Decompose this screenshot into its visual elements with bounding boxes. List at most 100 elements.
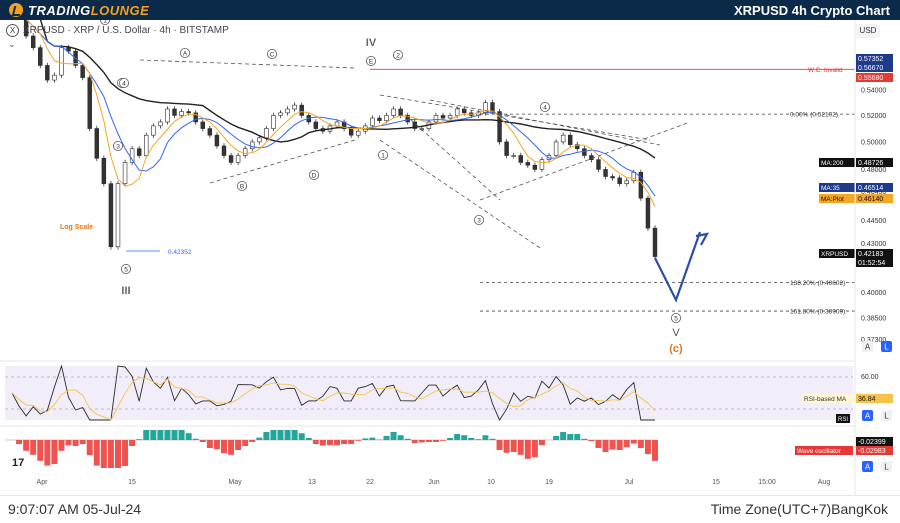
wave-bar [341,440,347,444]
wave-bar [624,440,630,447]
wave-bar [504,440,510,453]
candle-body [286,109,290,113]
candle-body [293,105,297,109]
wave-label: D [312,172,317,179]
wave-bar [16,440,22,444]
low-annotation: 0.42352 [168,249,192,256]
candle-body [38,48,42,66]
symbol-legend[interactable]: X XRPUSD · XRP / U.S. Dollar · 4h · BITS… [6,24,229,37]
candle-body [264,129,268,138]
candle-body [618,178,622,184]
candle-body [356,131,360,135]
wave-label-c: (c) [669,343,683,355]
x-tick-label: Jul [625,479,634,486]
fib-level-label: 161.80% (0.38909) [790,309,845,316]
wave-bar [454,434,460,440]
candle-body [151,126,155,135]
price-label: 0.55680 [858,75,883,82]
candle-body [31,36,35,48]
candle-body [45,65,49,80]
rsi-name: RSI [838,417,848,423]
wave-label: 4 [122,80,126,87]
wave-bar [348,440,354,444]
wave-bar [313,440,319,444]
candle-body [60,48,64,76]
price-label: 0.56670 [858,65,883,72]
candle-body [272,115,276,128]
candle-body [582,149,586,156]
candle-body [370,118,374,126]
wave-bar [143,430,149,440]
status-bar: 9:07:07 AM 05-Jul-24 Time Zone(UTC+7)Ban… [0,495,900,523]
wave-bar [553,436,559,440]
candle-body [561,135,565,142]
wave-bar [108,440,114,468]
candle-body [187,112,191,113]
wave-bar [214,440,220,449]
wave-bar [270,430,276,440]
ma200-tag: MA:200 [821,160,844,167]
rsi-tick-label: 60.00 [861,374,879,381]
wave-bar [299,433,305,440]
candle-body [385,115,389,120]
wave-bar [200,440,206,442]
symbol-tag: XRPUSD [821,251,848,258]
wave-bar [518,440,524,455]
wave-label: C [270,51,275,58]
candle-body [243,149,247,156]
chart-title: XRPUSD 4h Crypto Chart [734,3,890,18]
x-tick-label: 15 [128,479,136,486]
wave-bar [327,440,333,445]
candle-body [257,138,261,142]
wave-bar [532,440,538,457]
candle-body [441,115,445,118]
wave-bar [391,432,397,440]
x-tick-label: 13 [308,479,316,486]
wave-bar [426,440,432,442]
price-label: 0.57352 [858,56,883,63]
chart-canvas[interactable]: 0.540000.520000.500000.480000.464500.445… [0,20,900,495]
x-tick-label: 15:00 [758,479,776,486]
wave-bar [631,440,637,444]
candle-body [180,112,184,116]
wave-label: E [369,58,374,65]
wave-bar [30,440,36,455]
wave-label: 5 [124,266,128,273]
candle-body [568,135,572,144]
wave-bar [588,440,594,441]
ma35-line [12,20,655,196]
candle-body [434,115,438,122]
wave-label: B [240,183,244,190]
wave-bar [235,440,241,450]
countdown-label: 01:52:54 [858,260,885,267]
wave-bar [101,440,107,468]
wave-osc-tag: Wave oscillator [797,448,842,455]
ma200-line [12,20,655,158]
wave-bar [652,440,658,461]
wave-bar [489,439,495,440]
wave-bar [433,440,439,442]
scale-label: Log Scale [60,224,93,231]
candle-body [109,184,113,247]
logo: TRADINGLOUNGE [9,2,149,18]
candle-body [589,156,593,160]
projection-arrow [655,232,700,300]
candle-body [349,129,353,136]
currency-label[interactable]: USD [856,24,880,38]
wave-osc-value-b: -0.02983 [858,448,886,455]
trendline [380,95,650,140]
wave-bar [482,435,488,440]
collapse-chevron-icon[interactable]: ⌄ [8,39,16,50]
wave-bar [94,440,100,466]
candle-body [646,198,650,228]
wave-bar [497,440,503,450]
candle-body [597,160,601,170]
wave-label: A [183,50,188,57]
wave-bar [560,432,566,440]
y-tick-label: 0.48000 [861,167,886,174]
wave-bar [115,440,121,468]
wave-bar [207,440,213,448]
candle-body [102,158,106,183]
wave-bar [539,440,545,445]
